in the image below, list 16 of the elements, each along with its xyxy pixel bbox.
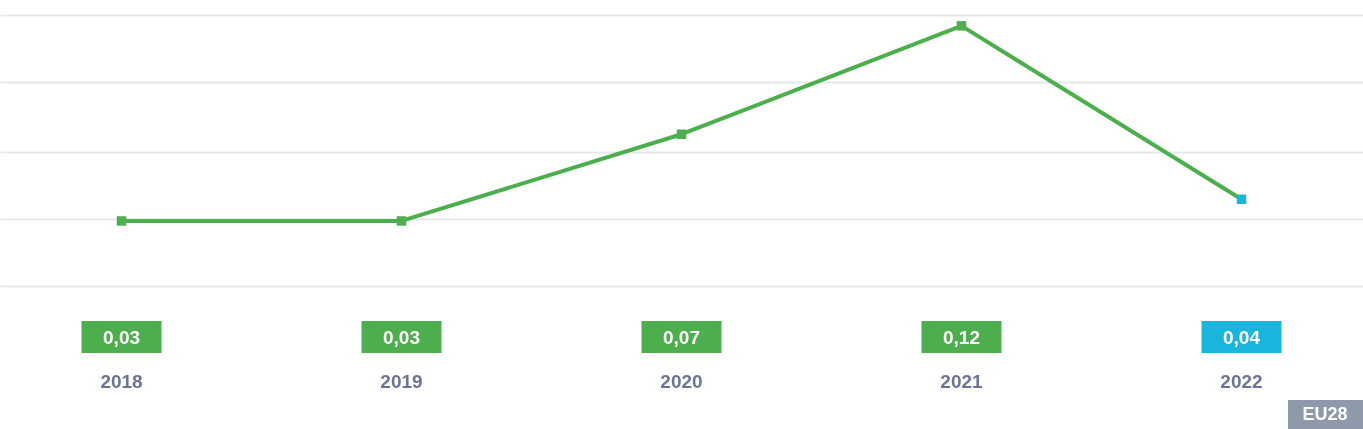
data-label: 0,12 [943,327,980,348]
x-tick-label: 2022 [1220,371,1263,392]
data-label: 0,03 [103,327,141,348]
x-tick-label: 2021 [940,371,984,392]
data-label: 0,07 [663,327,700,348]
point [676,129,687,139]
point [1236,194,1247,205]
x-tick-label: 2020 [660,371,703,392]
x-tick-label: 2019 [380,371,423,392]
x-tick-label: 2018 [100,371,143,392]
point [956,21,967,31]
text: EU28 [1302,404,1348,424]
data-label: 0,04 [1222,327,1261,348]
point [396,216,407,226]
point [116,216,127,226]
data-label: 0,03 [383,327,420,348]
